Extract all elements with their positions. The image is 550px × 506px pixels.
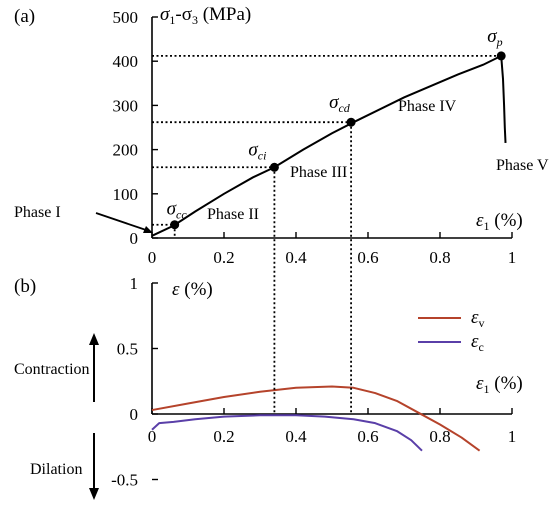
phase-1-arrow bbox=[95, 212, 150, 232]
panel-b-x-tick-label: 0.4 bbox=[285, 427, 307, 446]
series-line-ec bbox=[151, 414, 423, 452]
panel-a-x-tick-label: 0.6 bbox=[357, 248, 378, 267]
point-label-sigma-ci: σci bbox=[248, 139, 266, 162]
point-label-sigma-cc: σcc bbox=[167, 199, 188, 222]
panel-a: (a) 0 100 200 300 400 500 0 0.2 0.4 0.6 0.8 1 σ1-σ… bbox=[14, 4, 549, 267]
point-sigma-cc bbox=[170, 220, 180, 230]
panel-b-x-tick-label: 0.6 bbox=[357, 427, 378, 446]
point-label-sigma-p: σp bbox=[487, 26, 502, 49]
phase-1-label: Phase I bbox=[14, 204, 61, 221]
point-sigma-p bbox=[496, 51, 506, 61]
panel-b: (b) 1 0.5 0 -0.5 0 0.2 0.4 0.6 0.8 1 ε (%) ε1 (%… bbox=[14, 274, 523, 500]
panel-a-y-ticks: 0 100 200 300 400 500 bbox=[113, 8, 158, 248]
dilation-label: Dilation bbox=[30, 461, 82, 478]
panel-a-y-axis-label: σ1-σ3 (MPa) bbox=[160, 4, 251, 27]
dilation-arrowhead bbox=[89, 488, 99, 500]
panel-b-y-tick-label: 0.5 bbox=[117, 340, 138, 359]
panel-a-x-tick-label: 0.4 bbox=[285, 248, 307, 267]
panel-a-y-tick-label: 500 bbox=[113, 8, 139, 27]
phase-5-label: Phase V bbox=[496, 157, 549, 174]
vertical-guides bbox=[273, 122, 352, 414]
panel-b-x-tick-label: 1 bbox=[508, 427, 517, 446]
panel-a-y-tick-label: 200 bbox=[113, 141, 139, 160]
legend: εv εc bbox=[418, 307, 485, 354]
panel-a-y-tick-label: 100 bbox=[113, 185, 139, 204]
panel-a-guides bbox=[152, 54, 502, 238]
panel-a-y-tick-label: 300 bbox=[113, 96, 139, 115]
contraction-label: Contraction bbox=[14, 361, 90, 378]
series-line-ev bbox=[151, 385, 481, 452]
panel-a-x-tick-label: 0.8 bbox=[429, 248, 450, 267]
panel-b-x-tick-label: 0.2 bbox=[213, 427, 234, 446]
panel-a-x-ticks: 0 0.2 0.4 0.6 0.8 1 bbox=[148, 232, 517, 267]
panel-b-x-ticks: 0 0.2 0.4 0.6 0.8 1 bbox=[148, 408, 517, 446]
legend-ec-label: εc bbox=[471, 331, 484, 354]
phase-2-label: Phase II bbox=[207, 206, 259, 223]
panel-a-x-tick-label: 1 bbox=[508, 248, 517, 267]
panel-b-x-tick-label: 0.8 bbox=[429, 427, 450, 446]
panel-a-x-tick-label: 0 bbox=[148, 248, 157, 267]
panel-b-x-axis-label: ε1 (%) bbox=[476, 373, 523, 396]
stress-curve bbox=[151, 54, 507, 237]
point-label-sigma-cd: σcd bbox=[329, 92, 351, 115]
panel-a-x-axis-label: ε1 (%) bbox=[476, 210, 523, 233]
panel-a-y-tick-label: 400 bbox=[113, 52, 139, 71]
panel-b-y-ticks: 1 0.5 0 -0.5 bbox=[111, 274, 158, 490]
contraction-arrowhead bbox=[89, 333, 99, 345]
panel-b-label: (b) bbox=[14, 276, 36, 297]
phase-3-label: Phase III bbox=[290, 164, 347, 181]
panel-a-label: (a) bbox=[14, 6, 35, 27]
panel-b-y-tick-label: 1 bbox=[130, 274, 139, 293]
panel-b-x-tick-label: 0 bbox=[148, 427, 157, 446]
phase-1-arrowhead bbox=[143, 226, 153, 233]
legend-ev-label: εv bbox=[471, 307, 485, 330]
panel-a-y-tick-label: 0 bbox=[130, 229, 139, 248]
panel-b-y-tick-label: -0.5 bbox=[111, 471, 138, 490]
panel-b-y-axis-label: ε (%) bbox=[172, 279, 213, 300]
phase-4-label: Phase IV bbox=[398, 98, 457, 115]
characteristic-points: σcc σci σcd σp bbox=[167, 26, 506, 230]
panel-b-series bbox=[151, 385, 481, 452]
panel-b-y-tick-label: 0 bbox=[130, 405, 139, 424]
panel-a-x-tick-label: 0.2 bbox=[213, 248, 234, 267]
